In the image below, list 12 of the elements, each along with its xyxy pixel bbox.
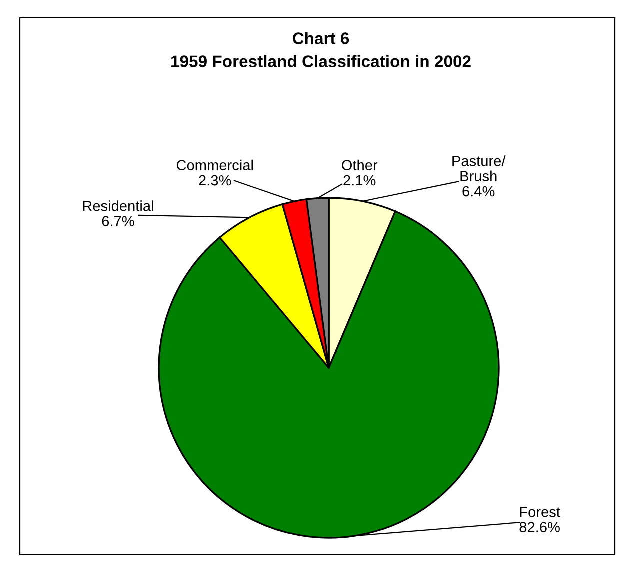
data-label: 6.4% — [462, 186, 495, 197]
data-label: 2.1% — [344, 175, 376, 186]
slice-label: Residential — [83, 200, 154, 212]
chart-title: Chart 6 — [292, 32, 350, 44]
chart-subtitle: 1959 Forestland Classification in 2002 — [172, 55, 471, 68]
data-label: 2.3% — [199, 175, 232, 186]
slice-label: Pasture/ Brush — [452, 156, 506, 182]
data-label: 82.6% — [520, 522, 560, 533]
slice-label: Commercial — [176, 160, 254, 171]
data-label: 6.7% — [102, 216, 134, 227]
slice-label: Forest — [520, 507, 560, 518]
slice-label: Other — [342, 160, 378, 171]
